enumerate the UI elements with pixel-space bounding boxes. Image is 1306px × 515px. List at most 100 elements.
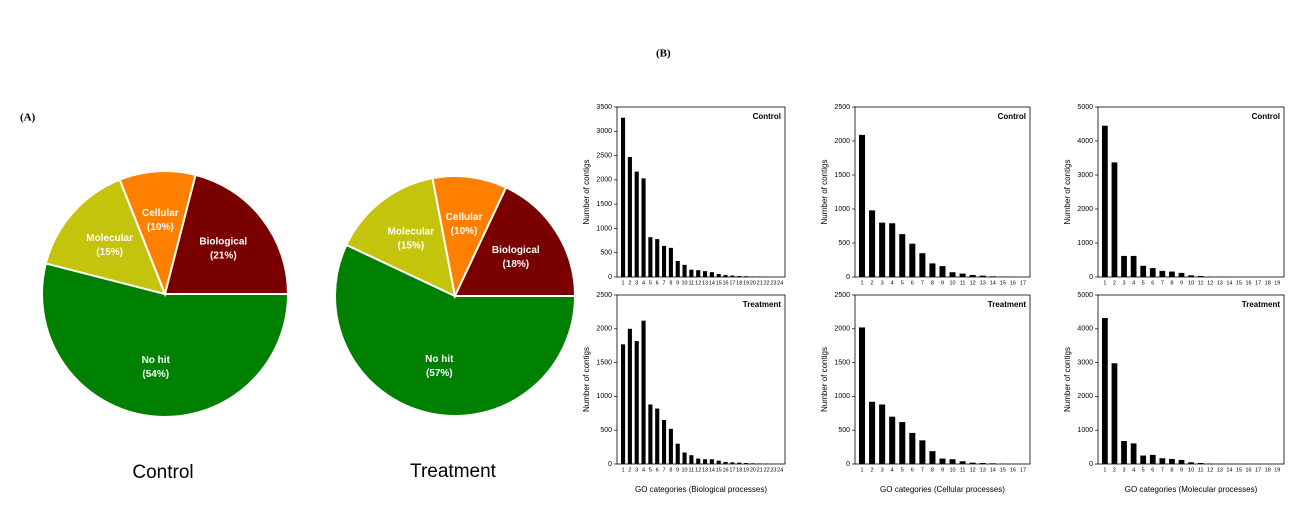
x-tick-label: 10: [681, 467, 687, 473]
bar: [716, 460, 721, 464]
x-tick-label: 17: [729, 280, 735, 286]
bar: [1169, 458, 1175, 464]
x-tick-label: 6: [1151, 280, 1154, 286]
bar: [696, 458, 701, 464]
bar: [1111, 162, 1118, 277]
y-tick-label: 1500: [834, 172, 850, 179]
bar: [709, 459, 714, 464]
pie-title: Treatment: [410, 461, 497, 482]
x-tick-label: 13: [980, 280, 986, 286]
slice-label: Molecular: [86, 233, 133, 244]
x-tick-label: 1: [622, 280, 625, 286]
y-tick-label: 1000: [1077, 427, 1093, 434]
slice-label: Cellular: [446, 212, 483, 223]
bar: [696, 270, 701, 277]
x-tick-label: 2: [628, 280, 631, 286]
bar: [621, 117, 626, 277]
x-tick-label: 14: [990, 467, 996, 473]
slice-value-label: (10%): [451, 226, 478, 237]
x-tick-label: 10: [1188, 467, 1194, 473]
x-tick-label: 11: [689, 280, 695, 286]
x-tick-label: 8: [1170, 467, 1173, 473]
x-axis-label: GO categories (Cellular processes): [880, 485, 1005, 494]
slice-value-label: (15%): [96, 247, 123, 258]
x-tick-label: 17: [1255, 467, 1261, 473]
y-tick-label: 1500: [596, 359, 612, 366]
y-tick-label: 0: [846, 461, 850, 468]
bar: [641, 320, 646, 464]
bar: [621, 344, 626, 464]
bar: [730, 462, 735, 464]
x-tick-label: 8: [931, 280, 934, 286]
y-tick-label: 1000: [834, 393, 850, 400]
y-tick-label: 500: [600, 427, 612, 434]
x-tick-label: 19: [1274, 280, 1280, 286]
y-tick-label: 3000: [596, 128, 612, 135]
x-tick-label: 14: [1226, 467, 1232, 473]
y-tick-label: 4000: [1077, 326, 1093, 333]
bar: [1121, 255, 1127, 277]
bar: [859, 327, 866, 464]
bar: [919, 440, 926, 464]
x-tick-label: 3: [635, 280, 638, 286]
bar: [655, 239, 660, 277]
pie-slice: [334, 243, 577, 417]
bar: [1159, 458, 1166, 464]
y-tick-label: 500: [838, 427, 850, 434]
x-tick-label: 20: [750, 467, 756, 473]
x-tick-label: 4: [1132, 467, 1135, 473]
x-tick-label: 16: [1010, 467, 1016, 473]
bar: [682, 452, 687, 464]
x-tick-label: 19: [743, 280, 749, 286]
bar: [689, 455, 694, 464]
bar: [869, 210, 876, 277]
x-tick-label: 12: [695, 280, 701, 286]
plot-frame: [1097, 106, 1285, 278]
x-tick-label: 5: [901, 280, 904, 286]
x-tick-label: 17: [1255, 280, 1261, 286]
x-axis-label: GO categories (Molecular processes): [1125, 485, 1258, 494]
bar: [879, 222, 886, 277]
slice-label: No hit: [425, 354, 454, 365]
x-tick-label: 3: [881, 467, 884, 473]
bar: [744, 462, 749, 464]
bar: [1178, 272, 1185, 277]
x-tick-label: 12: [1207, 280, 1213, 286]
x-tick-label: 9: [941, 467, 944, 473]
bar: [1140, 265, 1147, 277]
bar: [969, 462, 976, 464]
bar: [655, 408, 660, 464]
bar: [1188, 275, 1194, 277]
panel-label: (B): [656, 48, 671, 60]
bar: [949, 272, 956, 277]
bar: [750, 463, 755, 464]
bar: [648, 404, 653, 464]
y-axis-label: Number of contigs: [582, 347, 591, 412]
y-axis-label: Number of contigs: [1063, 160, 1072, 225]
bar: [648, 237, 653, 277]
bar: [723, 275, 728, 277]
bar: [709, 272, 714, 277]
panel-label: (A): [20, 112, 36, 124]
x-tick-label: 9: [941, 280, 944, 286]
bar: [634, 171, 639, 277]
bar: [959, 273, 966, 277]
x-tick-label: 3: [635, 467, 638, 473]
y-tick-label: 0: [608, 274, 612, 281]
x-tick-label: 18: [1265, 467, 1271, 473]
x-tick-label: 6: [1151, 467, 1154, 473]
x-tick-label: 15: [1000, 467, 1006, 473]
x-tick-label: 12: [970, 280, 976, 286]
x-tick-label: 14: [1226, 280, 1232, 286]
bar: [1121, 441, 1127, 464]
bar: [1130, 255, 1137, 277]
bar: [1149, 268, 1156, 277]
x-tick-label: 12: [970, 467, 976, 473]
y-tick-label: 500: [600, 250, 612, 257]
bar: [641, 178, 646, 277]
x-tick-label: 7: [1161, 467, 1164, 473]
y-tick-label: 2000: [596, 177, 612, 184]
bar: [634, 340, 639, 464]
bar: [627, 328, 632, 464]
x-tick-label: 7: [663, 280, 666, 286]
